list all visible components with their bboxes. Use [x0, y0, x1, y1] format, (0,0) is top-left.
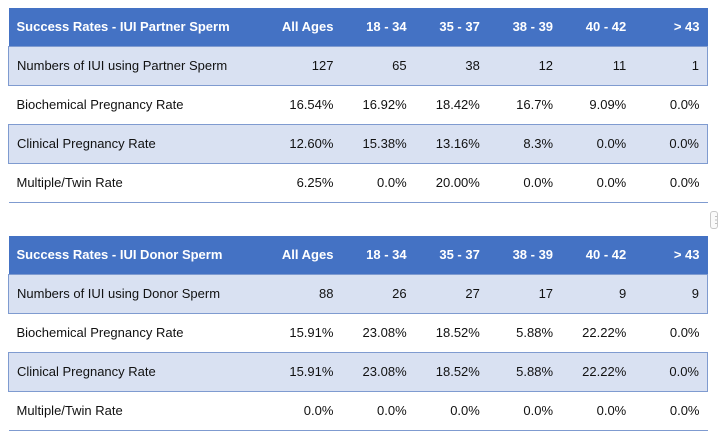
table-cell: 27	[414, 273, 488, 314]
row-label: Numbers of IUI using Partner Sperm	[8, 45, 267, 86]
table-cell: 23.08%	[341, 313, 415, 353]
table-cell: 5.88%	[487, 351, 562, 392]
table-cell: 17	[487, 273, 562, 314]
table-row: Biochemical Pregnancy Rate 15.91% 23.08%…	[8, 313, 708, 353]
table-cell: 0.0%	[487, 163, 562, 203]
table-row: Clinical Pregnancy Rate 12.60% 15.38% 13…	[8, 123, 709, 164]
table-row: Numbers of IUI using Donor Sperm 88 26 2…	[8, 273, 709, 314]
table-cell: 22.22%	[561, 351, 635, 392]
column-header-18-34: 18 - 34	[366, 247, 407, 263]
column-header-18-34: 18 - 34	[366, 19, 407, 35]
table-cell: 15.91%	[266, 351, 342, 392]
column-header-all-ages: All Ages	[281, 19, 334, 35]
table-cell: 38	[414, 45, 488, 86]
table-cell: 0.0%	[634, 123, 709, 164]
column-header-35-37: 35 - 37	[439, 247, 480, 263]
table-header-row: Success Rates - IUI Donor Sperm All Ages…	[8, 236, 708, 274]
table-row: Multiple/Twin Rate 0.0% 0.0% 0.0% 0.0% 0…	[8, 391, 708, 431]
table-cell: 12	[487, 45, 562, 86]
row-label: Biochemical Pregnancy Rate	[8, 313, 267, 353]
table-cell: 1	[634, 45, 709, 86]
column-header-40-42: 40 - 42	[585, 247, 627, 263]
table-cell: 8.3%	[487, 123, 562, 164]
donor-sperm-table: Success Rates - IUI Donor Sperm All Ages…	[8, 236, 709, 431]
table-cell: 0.0%	[487, 391, 562, 431]
table-title: Success Rates - IUI Donor Sperm	[16, 247, 223, 263]
column-header-35-37: 35 - 37	[439, 19, 480, 35]
table-cell: 26	[341, 273, 415, 314]
table-cell: 13.16%	[414, 123, 488, 164]
table-cell: 0.0%	[634, 313, 708, 353]
table-row: Clinical Pregnancy Rate 15.91% 23.08% 18…	[8, 351, 709, 392]
table-cell: 0.0%	[634, 163, 708, 203]
row-label: Multiple/Twin Rate	[8, 391, 267, 431]
table-cell: 0.0%	[341, 163, 415, 203]
table-cell: 18.42%	[414, 85, 488, 125]
table-cell: 16.92%	[341, 85, 415, 125]
table-cell: 65	[341, 45, 415, 86]
table-row: Multiple/Twin Rate 6.25% 0.0% 20.00% 0.0…	[8, 163, 708, 203]
table-cell: 18.52%	[414, 313, 488, 353]
table-cell: 22.22%	[561, 313, 635, 353]
table-cell: 0.0%	[414, 391, 488, 431]
table-cell: 0.0%	[341, 391, 415, 431]
table-cell: 20.00%	[414, 163, 488, 203]
table-header-row: Success Rates - IUI Partner Sperm All Ag…	[8, 8, 708, 46]
row-label: Clinical Pregnancy Rate	[8, 351, 267, 392]
table-row: Biochemical Pregnancy Rate 16.54% 16.92%…	[8, 85, 708, 125]
column-header-38-39: 38 - 39	[512, 19, 554, 35]
table-cell: 5.88%	[487, 313, 562, 353]
partner-sperm-table: Success Rates - IUI Partner Sperm All Ag…	[8, 8, 709, 203]
table-cell: 9	[634, 273, 709, 314]
table-cell: 0.0%	[634, 85, 708, 125]
row-label: Biochemical Pregnancy Rate	[8, 85, 267, 125]
table-cell: 15.91%	[266, 313, 342, 353]
row-label: Multiple/Twin Rate	[8, 163, 267, 203]
column-header-over-43: > 43	[673, 19, 700, 35]
table-cell: 6.25%	[266, 163, 342, 203]
row-label: Numbers of IUI using Donor Sperm	[8, 273, 267, 314]
table-cell: 18.52%	[414, 351, 488, 392]
table-cell: 12.60%	[266, 123, 342, 164]
table-cell: 0.0%	[561, 163, 635, 203]
table-cell: 127	[266, 45, 342, 86]
table-cell: 0.0%	[266, 391, 342, 431]
table-cell: 0.0%	[561, 123, 635, 164]
table-cell: 23.08%	[341, 351, 415, 392]
table-cell: 15.38%	[341, 123, 415, 164]
table-cell: 88	[266, 273, 342, 314]
table-cell: 16.54%	[266, 85, 342, 125]
table-cell: 0.0%	[561, 391, 635, 431]
table-cell: 9	[561, 273, 635, 314]
column-header-over-43: > 43	[673, 247, 700, 263]
table-cell: 0.0%	[634, 391, 708, 431]
table-cell: 9.09%	[561, 85, 635, 125]
table-cell: 11	[561, 45, 635, 86]
column-header-all-ages: All Ages	[281, 247, 334, 263]
table-row: Numbers of IUI using Partner Sperm 127 6…	[8, 45, 709, 86]
vertical-dots-icon[interactable]: ⋮	[710, 211, 720, 229]
table-cell: 0.0%	[634, 351, 709, 392]
column-header-40-42: 40 - 42	[585, 19, 627, 35]
table-title: Success Rates - IUI Partner Sperm	[16, 19, 230, 35]
column-header-38-39: 38 - 39	[512, 247, 554, 263]
table-cell: 16.7%	[487, 85, 562, 125]
row-label: Clinical Pregnancy Rate	[8, 123, 267, 164]
